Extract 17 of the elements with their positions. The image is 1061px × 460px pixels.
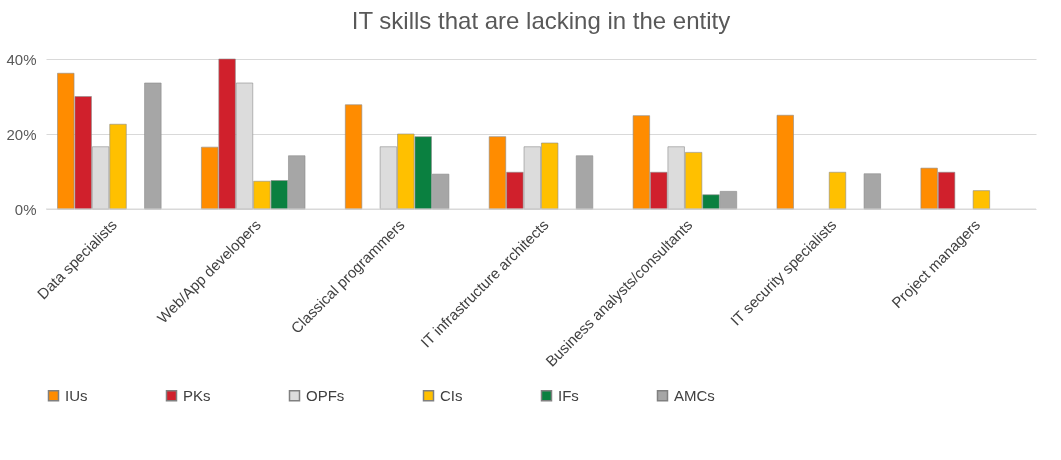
- legend-label: PKs: [183, 386, 211, 404]
- y-tick-label: 20%: [6, 125, 37, 143]
- bar: [828, 171, 847, 210]
- bar: [575, 155, 594, 210]
- legend-label: OPFs: [306, 386, 345, 404]
- legend-label: CIs: [440, 386, 463, 404]
- bar: [863, 173, 881, 210]
- bar: [972, 190, 990, 210]
- bar: [776, 114, 794, 210]
- bar: [345, 104, 363, 210]
- chart-title: IT skills that are lacking in the entity: [351, 7, 731, 34]
- legend-label: IFs: [558, 386, 579, 404]
- legend-label: IUs: [65, 386, 88, 404]
- y-tick-label: 40%: [6, 50, 37, 68]
- bar: [144, 82, 162, 210]
- legend-label: AMCs: [674, 386, 715, 404]
- y-tick-label: 0%: [14, 200, 37, 218]
